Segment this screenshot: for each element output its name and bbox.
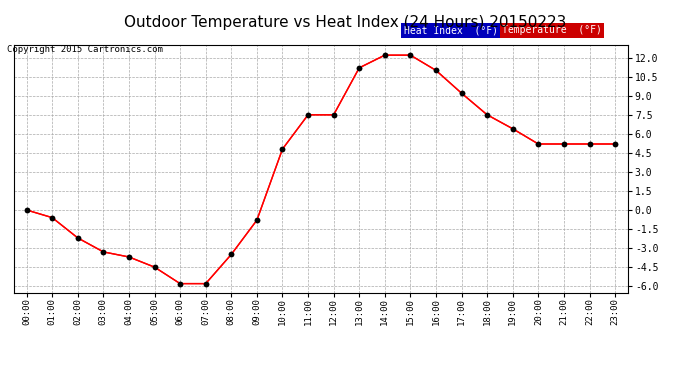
Text: Temperature  (°F): Temperature (°F)	[502, 25, 602, 35]
Text: Outdoor Temperature vs Heat Index (24 Hours) 20150223: Outdoor Temperature vs Heat Index (24 Ho…	[124, 15, 566, 30]
Text: Copyright 2015 Cartronics.com: Copyright 2015 Cartronics.com	[7, 45, 163, 54]
Text: Heat Index  (°F): Heat Index (°F)	[404, 25, 497, 35]
